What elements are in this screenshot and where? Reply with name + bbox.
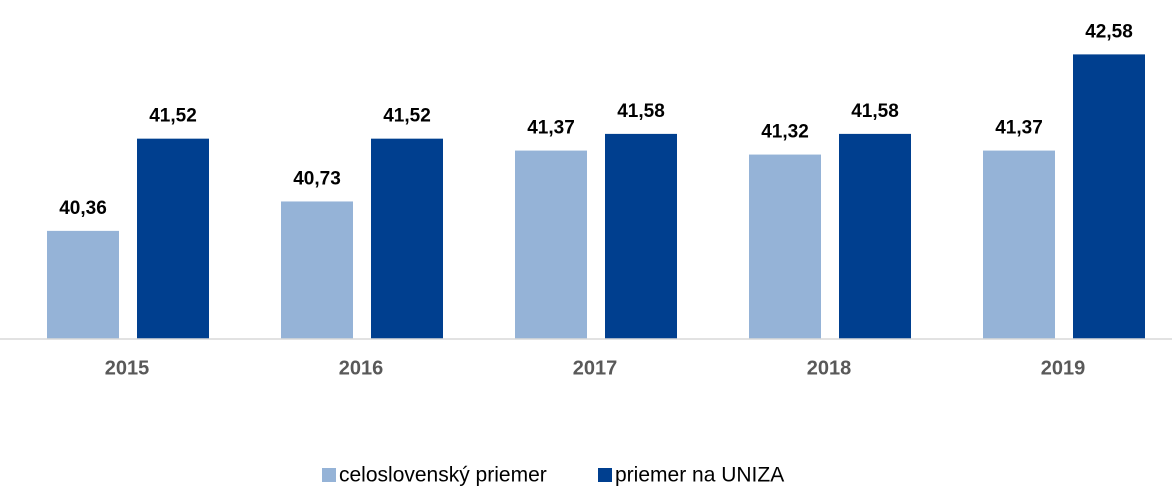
x-tick-label: 2015 <box>105 357 150 379</box>
x-tick-label: 2016 <box>339 357 384 379</box>
bar <box>515 150 587 339</box>
bar <box>605 133 677 339</box>
legend-label: celoslovenský priemer <box>339 464 547 487</box>
legend-swatch <box>322 468 336 482</box>
value-label: 41,58 <box>851 101 899 122</box>
x-tick-label: 2017 <box>573 357 618 379</box>
bar <box>1073 54 1145 339</box>
bar <box>839 133 911 339</box>
x-tick-label: 2019 <box>1041 357 1086 379</box>
value-label: 41,32 <box>761 122 809 143</box>
value-label: 42,58 <box>1085 21 1133 42</box>
value-label: 40,73 <box>293 168 341 189</box>
bar <box>749 154 821 339</box>
legend-swatch <box>598 468 612 482</box>
value-label: 41,37 <box>995 118 1043 139</box>
value-label: 40,36 <box>59 198 107 219</box>
bar <box>371 138 443 339</box>
legend-label: priemer na UNIZA <box>615 464 784 487</box>
bar <box>281 201 353 339</box>
bar <box>47 230 119 339</box>
value-label: 41,52 <box>383 106 431 127</box>
value-label: 41,37 <box>527 118 575 139</box>
bar <box>983 150 1055 339</box>
value-label: 41,52 <box>149 106 197 127</box>
x-tick-label: 2018 <box>807 357 852 379</box>
bar <box>137 138 209 339</box>
value-label: 41,58 <box>617 101 665 122</box>
